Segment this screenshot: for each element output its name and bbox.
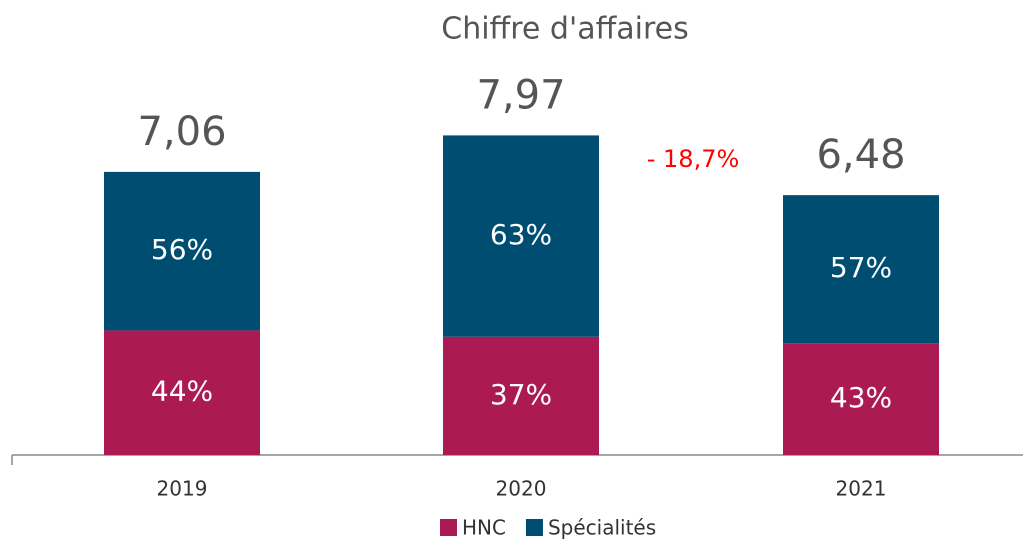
segment-label: 63%: [490, 218, 552, 251]
legend-swatch: [525, 519, 543, 536]
total-label: 7,06: [137, 109, 226, 155]
bar-segment: [783, 343, 939, 455]
bar-segment: [104, 330, 260, 455]
bar-segment: [104, 171, 260, 331]
segment-label: 37%: [490, 378, 552, 411]
segment-label: 44%: [151, 375, 213, 408]
bar-segment: [783, 195, 939, 344]
chart-title: Chiffre d'affaires: [441, 12, 688, 47]
annotation: - 18,7%: [647, 145, 740, 173]
bar-segment: [443, 336, 599, 455]
segment-label: 57%: [830, 251, 892, 284]
legend-swatch: [440, 519, 457, 536]
legend-label: HNC: [462, 516, 506, 540]
segment-label: 56%: [151, 233, 213, 266]
bar-segment: [443, 135, 599, 337]
total-label: 6,48: [816, 132, 905, 178]
segment-label: 43%: [830, 381, 892, 414]
x-tick-label: 2019: [157, 477, 208, 501]
x-tick-label: 2021: [836, 477, 887, 501]
legend-label: Spécialités: [548, 516, 656, 540]
total-label: 7,97: [476, 72, 565, 118]
x-tick-label: 2020: [496, 477, 547, 501]
